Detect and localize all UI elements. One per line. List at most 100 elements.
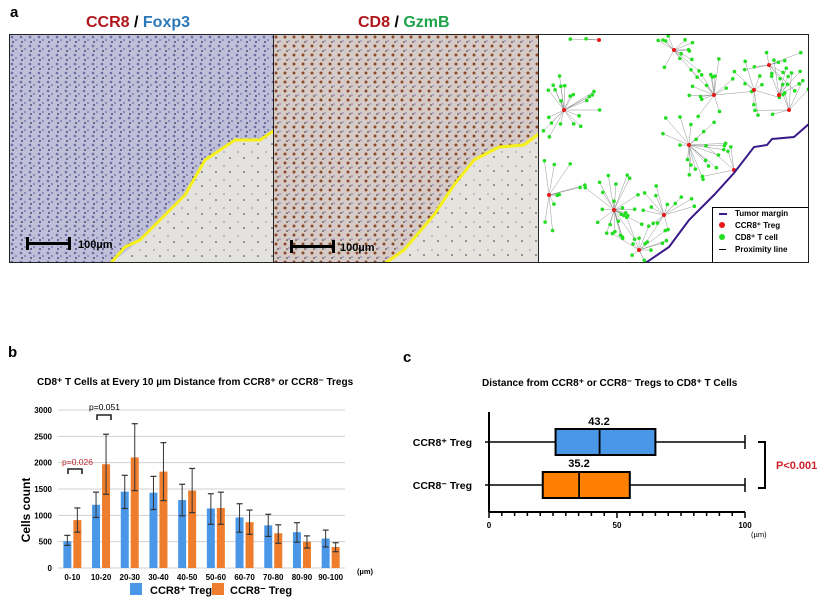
legend-label-ccr8-neg: CCR8⁻ Treg [230,585,292,597]
svg-text:90-100: 90-100 [318,573,343,582]
svg-text:50-60: 50-60 [206,573,227,582]
legend-ccr8-treg: CCR8⁺ Treg [735,221,781,230]
box [554,428,657,456]
ihc-image-cd8-gzmb: 100µm [273,34,539,263]
svg-text:40-50: 40-50 [177,573,198,582]
row-label-ccr8-pos: CCR8⁺ Treg [413,437,472,449]
row-label-ccr8-neg: CCR8⁻ Treg [413,480,472,492]
svg-text:1000: 1000 [34,511,52,520]
bar [321,538,330,568]
bar [63,541,72,568]
svg-text:2500: 2500 [34,432,52,441]
panel-b-letter: b [8,344,18,361]
box-plot-title: Distance from CCR8⁺ or CCR8⁻ Tregs to CD… [482,378,738,389]
bar [73,520,82,568]
ihc-image-ccr8-foxp3: 100µm [9,34,274,263]
proximity-legend: Tumor margin CCR8⁺ Treg CD8⁺ T cell Prox… [712,207,808,262]
svg-text:2000: 2000 [34,459,52,468]
image-2-separator: / [390,14,404,31]
bar-chart: 0 500 1000 1500 2000 2500 3000 Cells count 0-1… [19,402,373,597]
pvalue-bracket-1 [67,468,83,474]
bar [159,471,168,568]
bar [245,522,254,568]
legend-cd8-t-cell: CD8⁺ T cell [735,233,778,242]
svg-text:70-80: 70-80 [263,573,284,582]
bar [102,464,111,568]
image-2-marker-1: CD8 [358,14,391,31]
svg-text:500: 500 [39,538,53,547]
bar [130,457,139,568]
proximity-line-swatch [719,249,726,250]
image-1-marker-2: Foxp3 [142,14,191,31]
svg-text:1500: 1500 [34,485,52,494]
bar-chart-grid [58,409,345,569]
box [541,471,631,499]
bar [216,507,225,568]
bar [274,533,283,568]
pvalue-label-1: p=0.026 [62,457,93,467]
svg-text:30-40: 30-40 [148,573,169,582]
x-axis-unit: (µm) [751,530,767,539]
bar [206,508,215,568]
legend-swatch-ccr8-pos [130,583,142,595]
svg-text:10-20: 10-20 [91,573,112,582]
x-tick-50: 50 [613,521,622,530]
bar-chart-title: CD8⁺ T Cells at Every 10 µm Distance fro… [37,377,354,388]
legend-label-ccr8-pos: CCR8⁺ Treg [150,585,212,597]
image-2-marker-2: GzmB [403,14,450,31]
bar [149,492,158,568]
svg-text:80-90: 80-90 [292,573,313,582]
bar [92,504,101,568]
y-axis-label: Cells count [19,478,33,543]
bar [178,500,187,568]
bar [331,546,340,568]
tumor-margin-line [384,132,538,262]
scale-bar-label: 100µm [78,239,113,251]
x-tick-100: 100 [738,521,752,530]
svg-text:3000: 3000 [34,406,52,415]
y-axis-ticks: 0 500 1000 1500 2000 2500 3000 [34,406,52,573]
ihc-texture-1: 100µm [10,35,273,262]
pvalue-label-2: p=0.051 [89,402,120,412]
legend-swatch-ccr8-neg [212,583,224,595]
tumor-margin-swatch [719,213,727,215]
ccr8-treg-dot-icon [719,222,725,228]
x-axis-unit: (µm) [357,567,373,576]
svg-text:60-70: 60-70 [234,573,255,582]
cd8-t-cell-dot-icon [719,234,725,240]
image-2-title: CD8 / GzmB [358,14,450,32]
bar [188,490,197,568]
legend-tumor-margin: Tumor margin [735,209,789,218]
proximity-network-plot [541,35,808,262]
significance-bracket [758,441,766,489]
svg-text:20-30: 20-30 [120,573,141,582]
ihc-texture-2: 100µm [274,35,538,262]
image-1-separator: / [129,14,143,31]
scale-bar [26,242,70,245]
image-1-marker-1: CCR8 [86,14,130,31]
scale-bar-label: 100µm [340,242,375,254]
median-label-ccr8-neg: 35.2 [568,458,589,470]
bar [235,517,244,568]
panel-a-letter: a [10,4,19,21]
bar [120,491,129,568]
svg-text:0: 0 [48,564,53,573]
legend-proximity-line: Proximity line [735,245,788,254]
median-label-ccr8-pos: 43.2 [588,416,609,428]
image-1-title: CCR8 / Foxp3 [86,14,190,32]
significance-pvalue: P<0.001 [776,460,817,472]
x-axis-ticks: 0-10 10-20 20-30 30-40 40-50 50-60 60-70 70-80 8… [64,573,343,582]
bar [264,525,273,568]
bar [292,532,301,568]
proximity-network-map: Tumor margin CCR8⁺ Treg CD8⁺ T cell Prox… [538,34,809,263]
box-plot: 0 50 100 (µm) CCR8⁺ Treg CCR8⁻ Treg 43.2… [413,412,817,539]
scale-bar [290,245,334,248]
bar [302,541,311,568]
bar-series [63,423,340,568]
x-tick-0: 0 [487,521,492,530]
pvalue-bracket-2 [96,414,112,420]
panel-c-letter: c [403,349,412,366]
tumor-margin-line [645,123,808,262]
svg-text:0-10: 0-10 [64,573,81,582]
tumor-margin-line [109,129,273,262]
